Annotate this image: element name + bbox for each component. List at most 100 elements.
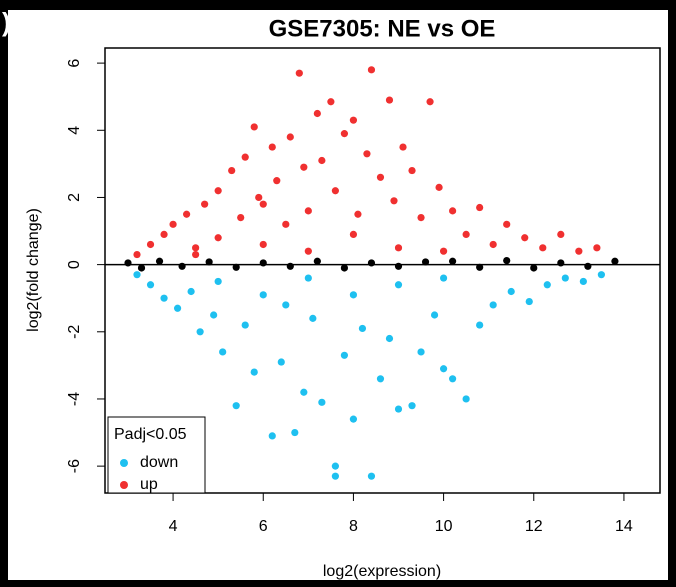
legend-label: up bbox=[140, 476, 158, 493]
point bbox=[259, 259, 267, 267]
point bbox=[390, 197, 398, 205]
point bbox=[376, 375, 385, 383]
point bbox=[449, 257, 457, 265]
point bbox=[399, 143, 407, 151]
point bbox=[259, 200, 267, 208]
point bbox=[277, 358, 285, 366]
point bbox=[439, 365, 448, 373]
point bbox=[228, 166, 236, 175]
point bbox=[521, 234, 529, 242]
point bbox=[282, 301, 290, 309]
point bbox=[273, 177, 281, 185]
legend-label: down bbox=[140, 454, 178, 471]
point bbox=[187, 287, 195, 296]
point bbox=[241, 153, 249, 161]
point bbox=[507, 287, 515, 296]
point bbox=[146, 281, 155, 289]
x-tick-label: 12 bbox=[525, 518, 543, 535]
point bbox=[173, 304, 182, 312]
point bbox=[417, 214, 425, 222]
point bbox=[124, 259, 132, 267]
point bbox=[462, 230, 470, 238]
point bbox=[201, 200, 209, 208]
point bbox=[232, 263, 240, 271]
point bbox=[318, 156, 326, 165]
point bbox=[503, 256, 511, 265]
point bbox=[146, 240, 155, 249]
point bbox=[394, 262, 403, 270]
y-tick-label: -2 bbox=[66, 325, 83, 339]
point bbox=[214, 277, 222, 286]
legend-swatch bbox=[120, 481, 128, 489]
x-tick-label: 4 bbox=[169, 518, 178, 535]
x-tick-label: 8 bbox=[349, 518, 358, 535]
point bbox=[408, 402, 416, 410]
point bbox=[300, 388, 308, 396]
point bbox=[237, 214, 245, 222]
point bbox=[367, 472, 376, 480]
point bbox=[268, 143, 276, 151]
point bbox=[579, 277, 587, 286]
point bbox=[340, 351, 349, 359]
point bbox=[385, 96, 394, 104]
point bbox=[476, 263, 484, 271]
y-tick-label: -4 bbox=[66, 392, 83, 406]
point bbox=[259, 291, 267, 299]
point bbox=[295, 69, 303, 77]
point bbox=[232, 402, 240, 410]
point bbox=[584, 262, 592, 270]
point bbox=[367, 66, 376, 74]
point bbox=[331, 462, 339, 470]
point bbox=[291, 428, 299, 437]
point bbox=[408, 166, 416, 175]
point bbox=[575, 247, 583, 255]
point bbox=[426, 98, 434, 106]
point bbox=[435, 183, 443, 191]
y-tick-label: 4 bbox=[66, 126, 83, 135]
points bbox=[124, 66, 619, 480]
x-tick-label: 6 bbox=[259, 518, 268, 535]
y-tick-label: -6 bbox=[66, 459, 83, 473]
point bbox=[192, 244, 200, 252]
point bbox=[304, 247, 312, 255]
point bbox=[476, 321, 484, 329]
point bbox=[183, 210, 191, 218]
chart-title: GSE7305: NE vs OE bbox=[269, 15, 496, 42]
point bbox=[282, 220, 290, 228]
point bbox=[255, 193, 263, 202]
point bbox=[543, 281, 551, 289]
y-axis-label: log2(fold change) bbox=[25, 208, 42, 332]
point bbox=[155, 257, 164, 265]
point bbox=[462, 395, 470, 403]
point bbox=[593, 244, 601, 252]
point bbox=[489, 301, 497, 309]
x-tick-label: 14 bbox=[615, 518, 633, 535]
point bbox=[349, 116, 358, 124]
point bbox=[367, 259, 376, 267]
point bbox=[449, 375, 457, 383]
plot-border bbox=[104, 47, 661, 494]
point bbox=[340, 130, 349, 138]
point bbox=[363, 150, 371, 158]
point bbox=[210, 311, 218, 319]
point bbox=[417, 348, 425, 356]
point bbox=[286, 262, 294, 270]
point bbox=[430, 311, 439, 319]
point bbox=[439, 247, 448, 255]
point bbox=[133, 271, 141, 279]
point bbox=[214, 187, 222, 195]
point bbox=[557, 259, 565, 267]
point bbox=[160, 230, 168, 238]
point bbox=[439, 274, 448, 282]
y-tick-label: 6 bbox=[66, 59, 83, 68]
point bbox=[597, 271, 605, 279]
legend-swatch bbox=[120, 459, 128, 467]
point bbox=[530, 264, 538, 272]
point bbox=[196, 328, 204, 336]
point bbox=[354, 210, 362, 218]
point bbox=[561, 274, 569, 282]
point bbox=[250, 123, 258, 131]
point bbox=[394, 244, 403, 252]
point bbox=[192, 250, 200, 259]
